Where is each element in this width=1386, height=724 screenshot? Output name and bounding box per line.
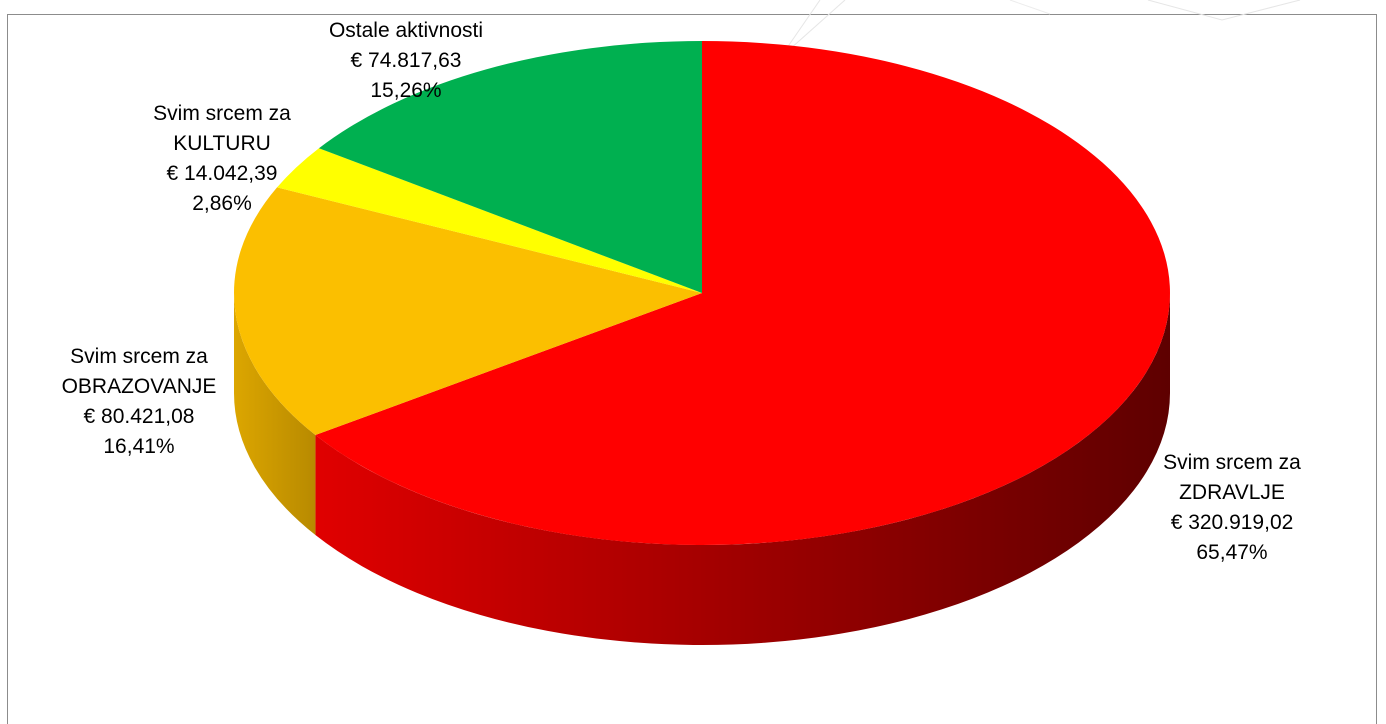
data-label-line: Svim srcem za: [70, 345, 208, 368]
data-label-line: KULTURU: [173, 132, 271, 155]
data-label-line: Ostale aktivnosti: [329, 19, 483, 42]
data-label-line: € 320.919,02: [1171, 511, 1294, 534]
data-label-line: Svim srcem za: [153, 102, 291, 125]
data-label-line: 15,26%: [370, 79, 441, 102]
data-label-line: OBRAZOVANJE: [62, 375, 217, 398]
data-label-line: 16,41%: [103, 435, 174, 458]
data-label-line: 2,86%: [192, 192, 252, 215]
data-label-line: € 14.042,39: [167, 162, 278, 185]
data-label-line: ZDRAVLJE: [1179, 481, 1285, 504]
data-label: Svim srcem za OBRAZOVANJE € 80.421,08 16,41…: [62, 345, 217, 458]
data-label-line: Svim srcem za: [1163, 451, 1301, 474]
data-label-line: 65,47%: [1196, 541, 1267, 564]
data-label: Svim srcem za ZDRAVLJE € 320.919,02 65,47%: [1163, 451, 1301, 564]
data-label-line: € 74.817,63: [351, 49, 462, 72]
pie-tops: [234, 41, 1170, 545]
data-label-line: € 80.421,08: [84, 405, 195, 428]
